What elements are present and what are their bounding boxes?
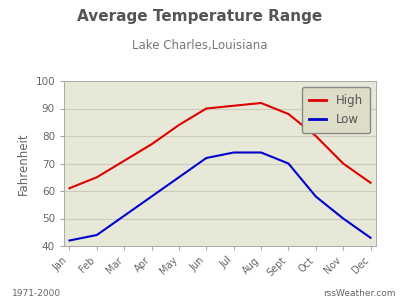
Text: Average Temperature Range: Average Temperature Range (77, 9, 323, 24)
Legend: High, Low: High, Low (302, 87, 370, 133)
Text: rssWeather.com: rssWeather.com (324, 290, 396, 298)
Y-axis label: Fahrenheit: Fahrenheit (17, 132, 30, 195)
Text: Lake Charles,Louisiana: Lake Charles,Louisiana (132, 39, 268, 52)
Text: 1971-2000: 1971-2000 (12, 290, 61, 298)
